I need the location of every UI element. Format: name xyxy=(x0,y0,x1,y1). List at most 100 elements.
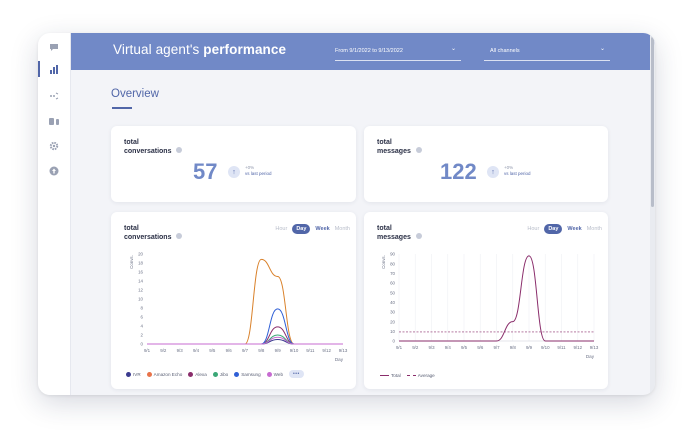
section-underline xyxy=(112,107,132,109)
x-tick-label: 9/3 xyxy=(428,345,435,350)
x-tick-label: 9/4 xyxy=(193,348,200,353)
chevron-down-icon: ⌄ xyxy=(599,46,605,52)
x-tick-label: 9/1 xyxy=(144,348,151,353)
chart-legend: IVR Amazon Echo Alexa Jibo Samsung Web •… xyxy=(126,370,304,378)
x-tick-label: 9/5 xyxy=(209,348,216,353)
messages-chart: 0 10 20 30 40 50 60 70 80 90 9/1 9/2 9/3 9/4 9/5 9/6 9/7… xyxy=(381,252,599,359)
y-tick-label: 70 xyxy=(390,271,395,276)
y-tick-label: 4 xyxy=(141,324,144,329)
period-week[interactable]: Week xyxy=(567,226,582,232)
users-icon[interactable] xyxy=(38,110,70,132)
x-tick-label: 9/2 xyxy=(160,348,167,353)
channel-dropdown[interactable]: All channels ⌄ xyxy=(484,42,610,61)
y-tick-label: 8 xyxy=(141,306,144,311)
period-day[interactable]: Day xyxy=(544,224,563,234)
conversations-chart: 0 2 4 6 8 10 12 14 16 18 20 9/1 9/2 9/3 9/4 9/5 9/6 9/7 9/… xyxy=(129,252,348,362)
analytics-icon[interactable] xyxy=(38,58,70,80)
x-tick-label: 9/12 xyxy=(573,345,582,350)
y-tick-label: 10 xyxy=(138,297,143,302)
date-range-dropdown[interactable]: From 9/1/2022 to 9/13/2022 ⌄ xyxy=(335,42,461,61)
x-tick-label: 9/7 xyxy=(493,345,500,350)
x-tick-label: 9/9 xyxy=(275,348,282,353)
top-header: Virtual agent's performance From 9/1/202… xyxy=(71,33,655,70)
y-tick-label: 60 xyxy=(390,281,395,286)
chart-legend: Total Average xyxy=(380,373,435,378)
y-tick-label: 2 xyxy=(141,333,144,338)
y-tick-label: 14 xyxy=(138,279,143,284)
arrow-up-icon: ↑ xyxy=(228,166,240,178)
x-tick-label: 9/13 xyxy=(590,345,599,350)
y-tick-label: 16 xyxy=(138,270,143,275)
period-month[interactable]: Month xyxy=(334,226,350,232)
x-tick-label: 9/7 xyxy=(242,348,249,353)
chart-card-messages: total messages Hour Day Week Month 0 10 20… xyxy=(364,212,608,389)
y-axis-label: Convs. xyxy=(129,255,134,269)
legend-more-button[interactable]: ••• xyxy=(289,370,304,378)
page-title: Virtual agent's performance xyxy=(113,42,287,57)
period-hour[interactable]: Hour xyxy=(527,226,540,232)
y-tick-label: 80 xyxy=(390,261,395,266)
section-title: Overview xyxy=(111,88,159,100)
info-icon[interactable] xyxy=(415,232,422,239)
info-icon[interactable] xyxy=(415,146,422,153)
period-week[interactable]: Week xyxy=(315,226,330,232)
legend-item[interactable]: Amazon Echo xyxy=(146,371,182,377)
series-line xyxy=(147,326,343,345)
legend-item[interactable]: Samsung xyxy=(234,371,261,377)
legend-item[interactable]: Alexa xyxy=(188,371,207,377)
y-tick-label: 0 xyxy=(141,342,144,347)
flow-icon[interactable] xyxy=(38,85,70,107)
chevron-down-icon: ⌄ xyxy=(450,46,456,52)
legend-item[interactable]: Average xyxy=(406,373,435,378)
card-title: total conversations xyxy=(124,225,183,242)
scrollbar[interactable] xyxy=(650,33,655,395)
legend-item[interactable]: IVR xyxy=(126,371,141,377)
period-selector: Hour Day Week Month xyxy=(527,224,602,234)
y-tick-label: 90 xyxy=(390,252,395,257)
y-tick-label: 30 xyxy=(390,310,395,315)
series-line xyxy=(147,308,343,345)
legend-item[interactable]: Web xyxy=(266,371,283,377)
x-tick-label: 9/2 xyxy=(412,345,419,350)
y-tick-label: 10 xyxy=(390,329,395,334)
x-tick-label: 9/5 xyxy=(461,345,468,350)
x-tick-label: 9/8 xyxy=(510,345,517,350)
kpi-card-messages: total messages 122 ↑ +0% vs last period xyxy=(364,126,608,202)
card-title: total messages xyxy=(377,225,422,242)
series-line xyxy=(147,334,343,345)
y-tick-label: 0 xyxy=(393,339,396,344)
series-line xyxy=(147,336,343,345)
x-tick-label: 9/3 xyxy=(177,348,184,353)
x-tick-label: 9/10 xyxy=(541,345,550,350)
info-icon[interactable] xyxy=(176,232,183,239)
chart-card-conversations: total conversations Hour Day Week Month … xyxy=(111,212,356,389)
upload-icon[interactable] xyxy=(38,160,70,182)
series-line xyxy=(398,255,594,342)
card-title: total messages xyxy=(377,139,422,156)
date-range-value: From 9/1/2022 to 9/13/2022 xyxy=(335,48,403,54)
x-tick-label: 9/11 xyxy=(557,345,566,350)
x-tick-label: 9/6 xyxy=(477,345,484,350)
legend-item[interactable]: Jibo xyxy=(212,371,228,377)
arrow-up-icon: ↑ xyxy=(487,166,499,178)
card-title: total conversations xyxy=(124,139,183,156)
legend-item[interactable]: Total xyxy=(380,373,401,378)
period-hour[interactable]: Hour xyxy=(275,226,288,232)
x-tick-label: 9/8 xyxy=(258,348,265,353)
info-icon[interactable] xyxy=(176,146,183,153)
y-tick-label: 40 xyxy=(390,300,395,305)
period-day[interactable]: Day xyxy=(292,224,311,234)
chat-icon[interactable] xyxy=(38,36,70,58)
app-window: Virtual agent's performance From 9/1/202… xyxy=(38,33,655,395)
period-selector: Hour Day Week Month xyxy=(275,224,350,234)
x-tick-label: 9/11 xyxy=(306,348,315,353)
kpi-value: 122 xyxy=(440,159,477,184)
settings-gear-icon[interactable] xyxy=(38,135,70,157)
y-axis-label: Convs. xyxy=(381,255,386,269)
period-month[interactable]: Month xyxy=(586,226,602,232)
y-tick-label: 20 xyxy=(138,252,143,257)
kpi-delta: +0% vs last period xyxy=(504,165,531,176)
sidebar xyxy=(38,33,71,395)
channel-value: All channels xyxy=(490,48,520,54)
y-tick-label: 18 xyxy=(138,261,143,266)
